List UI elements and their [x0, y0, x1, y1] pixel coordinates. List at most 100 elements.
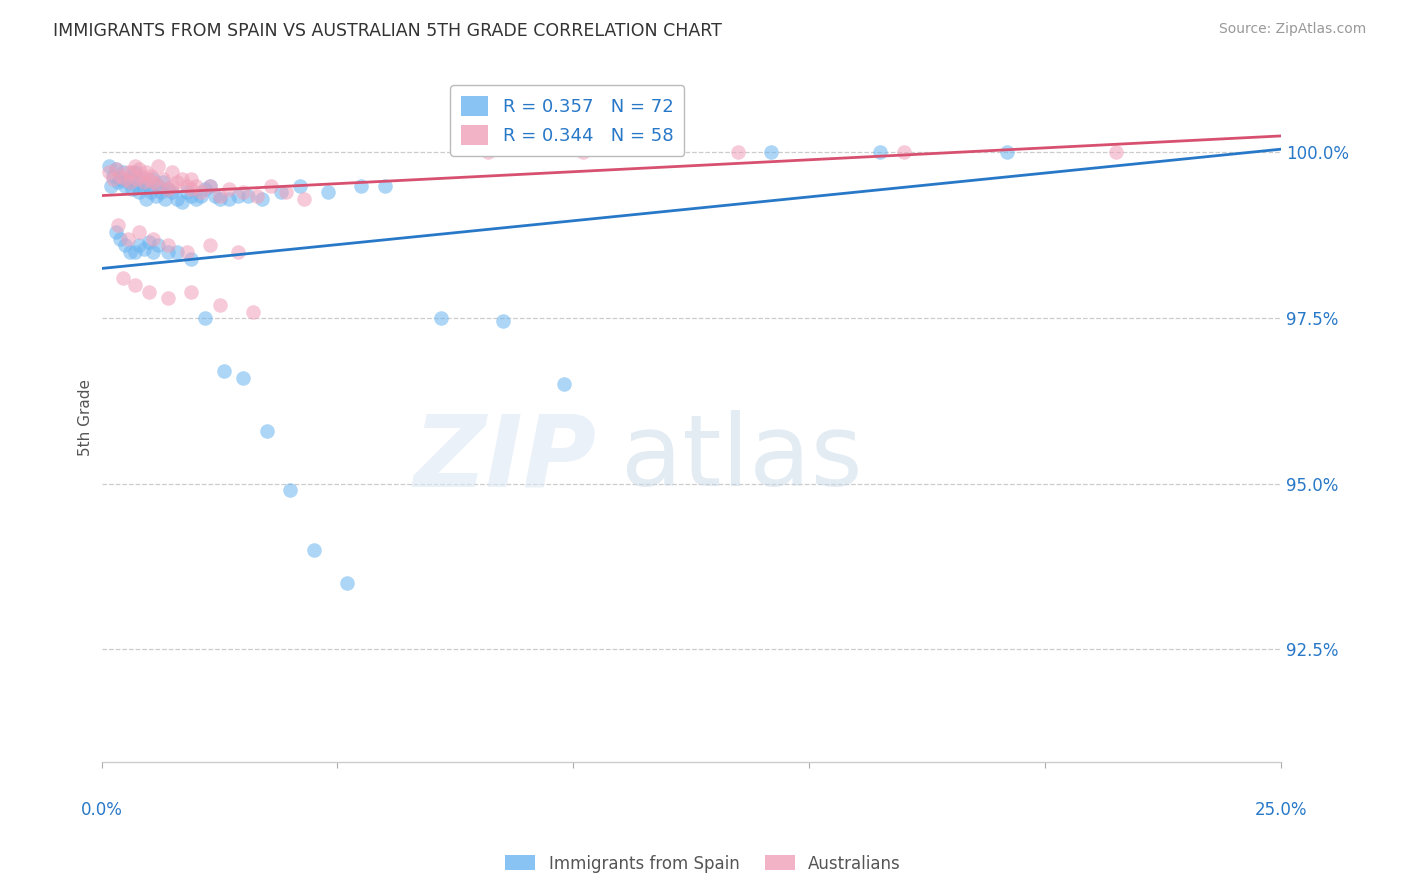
Point	[156, 244, 179, 259]
Point	[110, 172, 132, 186]
Point	[152, 175, 174, 189]
Point	[242, 304, 264, 318]
Point	[204, 188, 226, 202]
Point	[278, 483, 301, 498]
Point	[121, 165, 143, 179]
Point	[156, 182, 179, 196]
Point	[180, 172, 202, 186]
Point	[132, 175, 155, 189]
Point	[110, 232, 132, 246]
Point	[208, 192, 231, 206]
Point	[118, 244, 141, 259]
Text: Source: ZipAtlas.com: Source: ZipAtlas.com	[1219, 22, 1367, 37]
Point	[148, 178, 170, 193]
Point	[138, 172, 160, 186]
Point	[114, 238, 136, 252]
Point	[260, 178, 283, 193]
Point	[170, 172, 193, 186]
Point	[228, 188, 250, 202]
Point	[135, 192, 157, 206]
Point	[477, 145, 499, 160]
Point	[104, 162, 127, 177]
Point	[152, 172, 174, 186]
Point	[128, 186, 150, 200]
Point	[208, 298, 231, 312]
Point	[180, 252, 202, 266]
Point	[166, 244, 188, 259]
Point	[491, 314, 513, 328]
Point	[128, 225, 150, 239]
Point	[270, 186, 292, 200]
Point	[374, 178, 396, 193]
Point	[1105, 145, 1128, 160]
Point	[100, 178, 122, 193]
Point	[336, 576, 359, 591]
Point	[218, 192, 240, 206]
Point	[553, 377, 575, 392]
Point	[148, 238, 170, 252]
Point	[250, 192, 273, 206]
Point	[135, 165, 157, 179]
Point	[316, 186, 339, 200]
Point	[111, 271, 134, 285]
Point	[350, 178, 373, 193]
Point	[128, 238, 150, 252]
Point	[176, 178, 198, 193]
Point	[142, 232, 165, 246]
Text: IMMIGRANTS FROM SPAIN VS AUSTRALIAN 5TH GRADE CORRELATION CHART: IMMIGRANTS FROM SPAIN VS AUSTRALIAN 5TH …	[53, 22, 723, 40]
Point	[131, 169, 153, 183]
Point	[166, 175, 188, 189]
Point	[125, 172, 148, 186]
Point	[198, 238, 221, 252]
Point	[97, 165, 120, 179]
Point	[138, 285, 160, 299]
Y-axis label: 5th Grade: 5th Grade	[79, 379, 93, 456]
Point	[232, 186, 254, 200]
Point	[184, 178, 207, 193]
Point	[121, 182, 143, 196]
Point	[128, 162, 150, 177]
Point	[114, 172, 136, 186]
Point	[117, 175, 139, 189]
Point	[198, 178, 221, 193]
Point	[176, 244, 198, 259]
Point	[142, 244, 165, 259]
Text: atlas: atlas	[620, 410, 862, 508]
Point	[114, 178, 136, 193]
Point	[124, 165, 146, 179]
Point	[184, 192, 207, 206]
Point	[156, 291, 179, 305]
Text: 0.0%: 0.0%	[80, 801, 122, 819]
Point	[118, 172, 141, 186]
Point	[107, 175, 129, 189]
Point	[180, 188, 202, 202]
Point	[142, 172, 165, 186]
Point	[218, 182, 240, 196]
Point	[162, 165, 184, 179]
Point	[194, 182, 217, 196]
Point	[294, 192, 316, 206]
Point	[148, 178, 170, 193]
Point	[103, 169, 125, 183]
Point	[232, 371, 254, 385]
Point	[194, 311, 217, 326]
Point	[208, 188, 231, 202]
Point	[190, 188, 212, 202]
Point	[104, 225, 127, 239]
Point	[256, 424, 278, 438]
Point	[107, 219, 129, 233]
Point	[117, 232, 139, 246]
Point	[111, 165, 134, 179]
Point	[288, 178, 311, 193]
Point	[236, 188, 259, 202]
Legend: R = 0.357   N = 72, R = 0.344   N = 58: R = 0.357 N = 72, R = 0.344 N = 58	[450, 86, 685, 156]
Text: 25.0%: 25.0%	[1254, 801, 1308, 819]
Point	[162, 178, 184, 193]
Point	[155, 192, 177, 206]
Point	[761, 145, 783, 160]
Point	[138, 178, 160, 193]
Point	[124, 159, 146, 173]
Point	[131, 172, 153, 186]
Point	[228, 244, 250, 259]
Point	[118, 175, 141, 189]
